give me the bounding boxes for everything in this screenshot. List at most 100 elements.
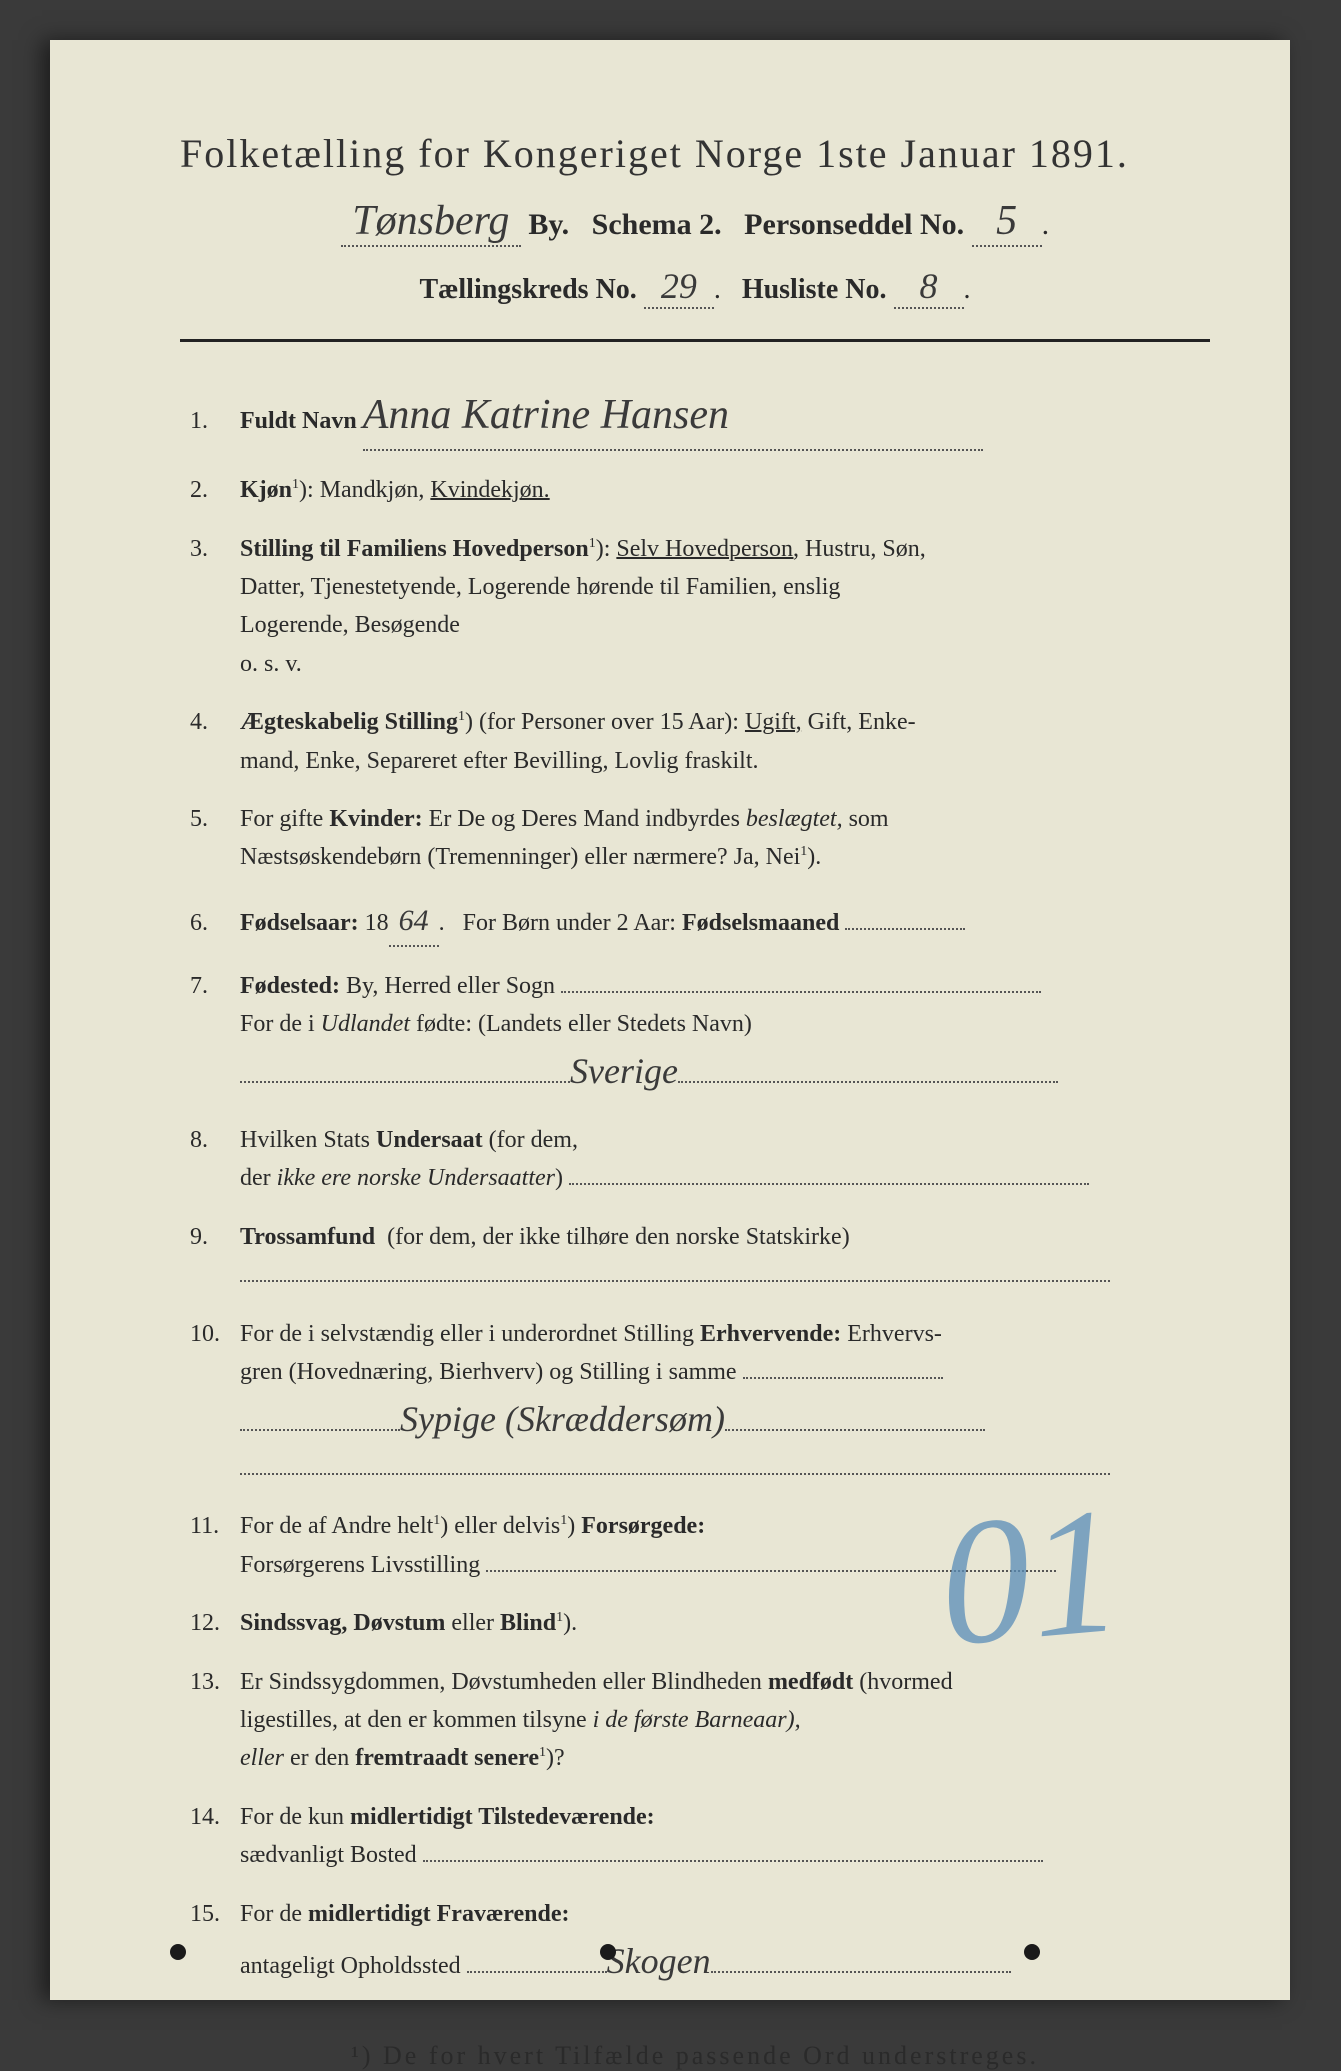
q7-dotline2a	[240, 1081, 570, 1083]
blue-marking: 01	[931, 1466, 1128, 1688]
q14-text1: For de kun	[240, 1804, 344, 1830]
q8-row: 8. Hvilken Stats Undersaat (for dem, der…	[190, 1121, 1210, 1198]
q6-bold2: Fødselsmaaned	[682, 910, 839, 936]
q10-bold: Erhvervende:	[700, 1321, 841, 1347]
q10-content: For de i selvstændig eller i underordnet…	[240, 1315, 1210, 1488]
q15-line2: antageligt Opholdssted	[240, 1953, 461, 1979]
page-title: Folketælling for Kongeriget Norge 1ste J…	[180, 130, 1210, 177]
q6-label: Fødselsaar:	[240, 910, 359, 936]
q8-text2: (for dem,	[489, 1127, 578, 1153]
q14-row: 14. For de kun midlertidigt Tilstedevære…	[190, 1798, 1210, 1875]
q10-dotline1	[743, 1377, 943, 1379]
tellingskreds-field: 29	[644, 265, 714, 309]
husliste-label: Husliste No.	[742, 274, 887, 305]
q15-content: For de midlertidigt Fraværende: antageli…	[240, 1895, 1210, 1991]
q9-row: 9. Trossamfund (for dem, der ikke tilhør…	[190, 1218, 1210, 1295]
header-line-2: Tønsberg By. Schema 2. Personseddel No. …	[180, 197, 1210, 247]
q9-bold: Trossamfund	[240, 1224, 375, 1250]
q4-paren: (for Personer over 15 Aar):	[479, 709, 739, 735]
q11-bold: Forsørgede:	[581, 1513, 705, 1539]
q7-hw: Sverige	[570, 1051, 678, 1091]
personseddel-label: Personseddel No.	[744, 208, 964, 241]
q3-content: Stilling til Familiens Hovedperson1): Se…	[240, 530, 1210, 684]
q2-row: 2. Kjøn1): Mandkjøn, Kvindekjøn.	[190, 471, 1210, 509]
q12-sup: 1	[556, 1610, 563, 1625]
header-divider	[180, 339, 1210, 342]
q7-dotline2b	[678, 1081, 1058, 1083]
q14-content: For de kun midlertidigt Tilstedeværende:…	[240, 1798, 1210, 1875]
q5-text2: som	[849, 806, 889, 832]
q15-hw: Skogen	[607, 1941, 711, 1981]
q15-bold: midlertidigt Fraværende:	[308, 1901, 570, 1927]
q7-content: Fødested: By, Herred eller Sogn For de i…	[240, 967, 1210, 1101]
q5-text1: Er De og Deres Mand indbyrdes	[429, 806, 740, 832]
q3-underlined: Selv Hovedperson,	[616, 536, 799, 562]
census-form-page: Folketælling for Kongeriget Norge 1ste J…	[50, 40, 1290, 2000]
binding-hole-left	[170, 1944, 186, 1960]
q10-num: 10.	[190, 1315, 240, 1353]
q11-text2: eller delvis	[454, 1513, 560, 1539]
q5-bold: Kvinder:	[329, 806, 422, 832]
q10-text1: For de i selvstændig eller i underordnet…	[240, 1321, 694, 1347]
q5-line2: Næstsøskendebørn (Tremenninger) eller næ…	[240, 844, 800, 870]
q7-label: Fødested:	[240, 973, 340, 999]
q3-sup: 1	[589, 536, 596, 551]
q4-row: 4. Ægteskabelig Stilling1) (for Personer…	[190, 703, 1210, 780]
q5-num: 5.	[190, 800, 240, 838]
q8-dotline	[569, 1183, 1089, 1185]
by-field: Tønsberg	[341, 197, 521, 247]
q10-dotline3	[240, 1473, 1110, 1475]
binding-hole-right	[1024, 1944, 1040, 1960]
q6-dotline	[845, 928, 965, 930]
q13-line2i: i de første Barneaar),	[593, 1707, 801, 1733]
q10-text2: Erhvervs-	[847, 1321, 942, 1347]
q6-num: 6.	[190, 904, 240, 942]
q10-row: 10. For de i selvstændig eller i underor…	[190, 1315, 1210, 1488]
q1-row: 1. Fuldt Navn Anna Katrine Hansen	[190, 382, 1210, 451]
q5-italic: beslægtet,	[746, 806, 843, 832]
header-line-3: Tællingskreds No. 29. Husliste No. 8.	[180, 265, 1210, 309]
personseddel-hw: 5	[996, 198, 1017, 244]
q14-bold: midlertidigt Tilstedeværende:	[350, 1804, 655, 1830]
q4-content: Ægteskabelig Stilling1) (for Personer ov…	[240, 703, 1210, 780]
q11-sup1: 1	[433, 1513, 440, 1528]
q13-text2: (hvormed	[859, 1669, 952, 1695]
q1-label: Fuldt Navn	[240, 408, 357, 434]
q6-content: Fødselsaar: 1864. For Børn under 2 Aar: …	[240, 897, 1210, 947]
q10-line2: gren (Hovednæring, Bierhverv) og Stillin…	[240, 1359, 737, 1385]
q6-field: 64	[389, 897, 439, 947]
q3-rest1: Hustru, Søn,	[805, 536, 926, 562]
q15-dotline-a	[467, 1971, 607, 1973]
q6-text2: For Børn under 2 Aar:	[463, 910, 676, 936]
q7-num: 7.	[190, 967, 240, 1005]
tellingskreds-hw: 29	[661, 266, 697, 306]
q4-line2: mand, Enke, Separeret efter Bevilling, L…	[240, 748, 759, 774]
q3-label: Stilling til Familiens Hovedperson	[240, 536, 589, 562]
q10-dotline2b	[725, 1429, 985, 1431]
q1-hw: Anna Katrine Hansen	[363, 392, 729, 438]
q2-label: Kjøn	[240, 477, 292, 503]
q15-num: 15.	[190, 1895, 240, 1933]
q13-line3: er den	[290, 1745, 349, 1771]
q7-line2a: For de i	[240, 1011, 315, 1037]
q6-row: 6. Fødselsaar: 1864. For Børn under 2 Aa…	[190, 897, 1210, 947]
q14-dotline	[423, 1860, 1043, 1862]
q14-line2: sædvanligt Bosted	[240, 1842, 417, 1868]
q8-num: 8.	[190, 1121, 240, 1159]
q14-num: 14.	[190, 1798, 240, 1836]
q3-line3: Logerende, Besøgende	[240, 612, 460, 638]
form-body: 1. Fuldt Navn Anna Katrine Hansen 2. Kjø…	[180, 382, 1210, 1991]
q4-sup: 1	[458, 709, 465, 724]
q6-hw: 64	[399, 904, 429, 937]
q10-hw: Sypige (Skræddersøm)	[400, 1399, 725, 1439]
q8-bold: Undersaat	[376, 1127, 483, 1153]
q3-line2: Datter, Tjenestetyende, Logerende hørend…	[240, 574, 840, 600]
q2-content: Kjøn1): Mandkjøn, Kvindekjøn.	[240, 471, 1210, 509]
q13-text1: Er Sindssygdommen, Døvstumheden eller Bl…	[240, 1669, 762, 1695]
q15-row: 15. For de midlertidigt Fraværende: anta…	[190, 1895, 1210, 1991]
q3-line4: o. s. v.	[240, 651, 302, 677]
q1-field: Anna Katrine Hansen	[363, 382, 983, 451]
q9-content: Trossamfund (for dem, der ikke tilhøre d…	[240, 1218, 1210, 1295]
q5-content: For gifte Kvinder: Er De og Deres Mand i…	[240, 800, 1210, 877]
q11-line2: Forsørgerens Livsstilling	[240, 1552, 480, 1578]
